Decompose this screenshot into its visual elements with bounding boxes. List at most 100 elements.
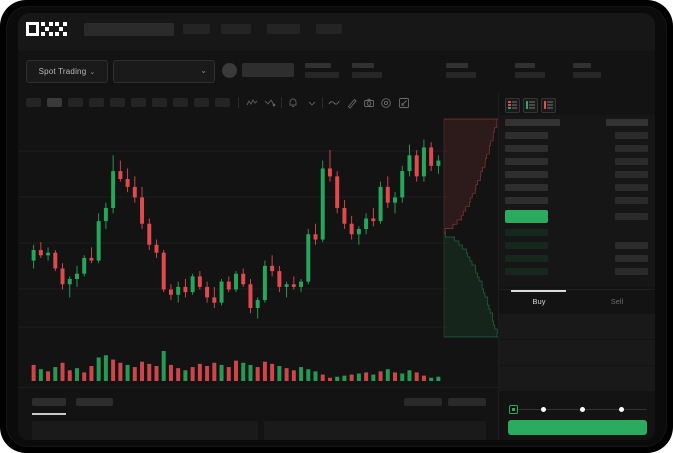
ask-row-amount — [615, 171, 648, 178]
orders-panel-left — [32, 421, 258, 440]
stat-value — [573, 72, 601, 78]
app-screen: Spot Trading ⌄ ⌄ — [18, 13, 655, 440]
ask-row-amount — [615, 145, 648, 152]
timeframe-button-9[interactable] — [215, 98, 230, 107]
tab-buy[interactable]: Buy — [532, 297, 546, 306]
price-chart[interactable] — [18, 115, 498, 387]
orderbook-bids-icon[interactable] — [523, 98, 538, 113]
toolbar-divider — [322, 97, 323, 108]
order-book-sidebar: Buy Sell — [498, 93, 655, 440]
trade-form: Buy Sell — [499, 289, 655, 440]
submit-buy-button[interactable] — [508, 420, 647, 435]
nav-item-2[interactable] — [221, 24, 251, 34]
stat-label — [352, 63, 374, 68]
timeframe-button-3[interactable] — [89, 98, 104, 107]
alert-icon[interactable] — [287, 97, 299, 109]
timeframe-button-5[interactable] — [131, 98, 146, 107]
orders-tab-0[interactable] — [32, 398, 66, 406]
stat-label — [573, 63, 591, 68]
okx-logo-icon[interactable] — [26, 22, 68, 36]
chart-canvas — [18, 118, 498, 381]
ask-row-amount — [615, 132, 648, 139]
timeframe-button-8[interactable] — [194, 98, 209, 107]
toolbar-divider — [238, 97, 239, 108]
drawing-tools-icon[interactable] — [346, 97, 358, 109]
stat-item-1 — [305, 63, 339, 78]
stat-item-4 — [515, 63, 545, 78]
amount-slider-track[interactable] — [511, 409, 646, 410]
bid-row-amount — [615, 268, 648, 275]
trade-tab-active-underline — [511, 290, 566, 292]
nav-item-primary[interactable] — [84, 23, 174, 36]
ask-row-price[interactable] — [505, 132, 548, 139]
timeframe-button-4[interactable] — [110, 98, 125, 107]
tab-sell[interactable]: Sell — [610, 297, 624, 306]
amount-slider-stop-50[interactable] — [580, 407, 585, 412]
amount-slider-stop-75[interactable] — [619, 407, 624, 412]
nav-item-1[interactable] — [183, 24, 210, 34]
order-field-1[interactable] — [499, 340, 655, 366]
market-type-label: Spot Trading — [38, 67, 87, 76]
order-book-last-price — [505, 210, 548, 223]
bid-row-price[interactable] — [505, 229, 548, 236]
timeframe-button-1[interactable] — [47, 98, 62, 107]
stat-label — [305, 63, 331, 68]
stat-value — [446, 72, 476, 78]
order-book-header — [499, 93, 655, 115]
bid-row-price[interactable] — [505, 255, 548, 262]
timeframe-button-6[interactable] — [152, 98, 167, 107]
timeframe-button-7[interactable] — [173, 98, 188, 107]
chevron-down-icon[interactable] — [306, 97, 318, 109]
bid-row-price[interactable] — [505, 242, 548, 249]
timeframe-button-0[interactable] — [26, 98, 41, 107]
ask-row-amount — [615, 184, 648, 191]
last-price-value — [242, 63, 294, 77]
stat-value — [352, 72, 382, 78]
amount-slider-handle[interactable] — [509, 405, 518, 414]
orderbook-asks-icon[interactable] — [541, 98, 556, 113]
orderbook-both-icon[interactable] — [505, 98, 520, 113]
stat-label — [515, 63, 535, 68]
ask-row-amount — [615, 158, 648, 165]
order-book-rows[interactable] — [499, 115, 655, 305]
compare-icon[interactable] — [264, 97, 276, 109]
order-field-2[interactable] — [499, 366, 655, 392]
fullscreen-icon[interactable] — [398, 97, 410, 109]
bid-row-amount — [615, 242, 648, 249]
trading-pair-dropdown[interactable]: ⌄ — [113, 60, 215, 83]
market-type-dropdown[interactable]: Spot Trading ⌄ — [26, 60, 108, 83]
settings-icon[interactable] — [380, 97, 392, 109]
indicators-icon[interactable] — [246, 97, 258, 109]
ask-row-price[interactable] — [505, 158, 548, 165]
bid-row-amount — [615, 255, 648, 262]
amount-slider-stop-25[interactable] — [541, 407, 546, 412]
order-book-col-amount — [606, 119, 648, 126]
chart-style-icon[interactable] — [328, 97, 340, 109]
orders-action-0[interactable] — [404, 398, 442, 406]
orders-panel — [18, 387, 498, 440]
ask-row-price[interactable] — [505, 145, 548, 152]
nav-item-4[interactable] — [316, 24, 342, 34]
orders-tab-active-underline — [32, 413, 66, 415]
timeframe-button-2[interactable] — [68, 98, 83, 107]
chevron-down-icon: ⌄ — [200, 66, 207, 75]
orders-tab-1[interactable] — [76, 398, 113, 406]
order-book-col-price — [505, 119, 560, 126]
toolbar-divider — [281, 97, 282, 108]
stat-item-2 — [352, 63, 382, 78]
nav-item-3[interactable] — [267, 24, 300, 34]
volume-series — [31, 351, 441, 381]
depth-overlay-chart — [443, 118, 498, 338]
coin-avatar — [222, 63, 237, 78]
orders-action-1[interactable] — [448, 398, 486, 406]
order-field-0[interactable] — [499, 314, 655, 340]
stat-label — [446, 63, 468, 68]
ask-row-price[interactable] — [505, 184, 548, 191]
ask-row-price[interactable] — [505, 171, 548, 178]
bid-row-price[interactable] — [505, 268, 548, 275]
stat-value — [515, 72, 545, 78]
ask-row-price[interactable] — [505, 197, 548, 204]
camera-icon[interactable] — [363, 97, 375, 109]
instrument-bar: Spot Trading ⌄ ⌄ — [18, 51, 655, 94]
